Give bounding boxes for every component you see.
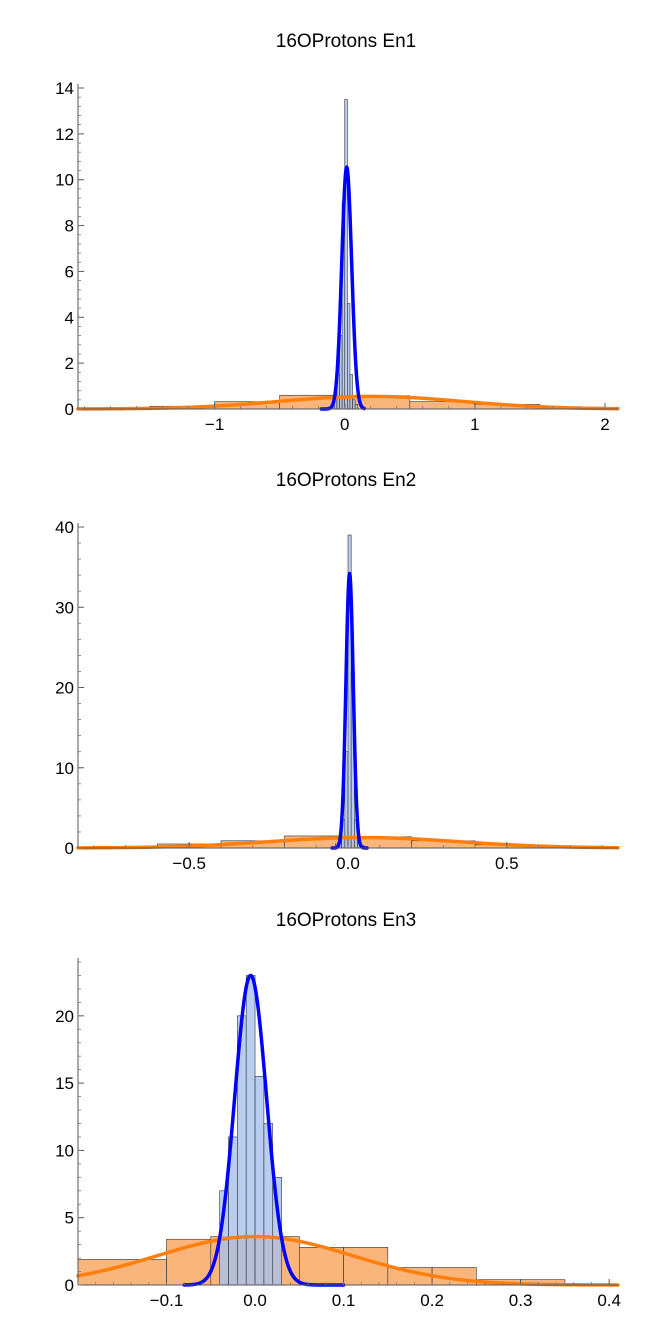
- y-tick-label-3-4: 20: [55, 1007, 74, 1026]
- x-tick-label-1-1: 0: [340, 415, 349, 434]
- x-tick-label-3-2: 0.1: [332, 1291, 356, 1310]
- y-tick-label-3-3: 15: [55, 1074, 74, 1093]
- y-tick-label-1-2: 4: [65, 308, 74, 327]
- y-tick-label-2-1: 10: [55, 759, 74, 778]
- y-tick-label-2-3: 30: [55, 598, 74, 617]
- x-tick-label-2-1: 0.0: [336, 854, 360, 873]
- x-tick-label-3-4: 0.3: [509, 1291, 533, 1310]
- histogram-bar-blue-1-9: [354, 404, 359, 410]
- x-tick-label-2-0: −0.5: [172, 854, 206, 873]
- histogram-bar-orange-3-4: [299, 1247, 344, 1286]
- y-tick-label-1-7: 14: [55, 79, 74, 98]
- x-tick-label-3-1: 0.0: [243, 1291, 267, 1310]
- y-tick-label-1-0: 0: [65, 400, 74, 419]
- y-tick-label-1-4: 8: [65, 217, 74, 236]
- density-curve-blue-2: [330, 571, 369, 850]
- y-tick-label-1-6: 12: [55, 125, 74, 144]
- density-curve-orange-3: [76, 1234, 620, 1287]
- y-tick-label-1-5: 10: [55, 171, 74, 190]
- density-curve-orange-1: [76, 394, 620, 411]
- histogram-bar-blue-1-6: [347, 303, 351, 410]
- y-tick-label-1-1: 2: [65, 354, 74, 373]
- y-tick-label-3-1: 5: [65, 1209, 74, 1228]
- chart-en2: 16OProtons En2 0 10 20 30 40 −0.5 0.0 0.5: [55, 470, 620, 873]
- chart-title-en3: 16OProtons En3: [276, 910, 416, 931]
- histogram-bar-orange-3-5: [343, 1247, 389, 1286]
- chart-title-en2: 16OProtons En2: [276, 470, 416, 491]
- y-tick-label-3-2: 10: [55, 1141, 74, 1160]
- histogram-bar-blue-1-5: [344, 99, 348, 410]
- x-tick-label-3-3: 0.2: [420, 1291, 444, 1310]
- y-tick-label-3-0: 0: [65, 1276, 74, 1295]
- y-tick-label-2-0: 0: [65, 839, 74, 858]
- chart-title-en1: 16OProtons En1: [276, 31, 416, 52]
- density-curve-orange-2: [76, 835, 620, 850]
- x-tick-label-3-0: −0.1: [150, 1291, 184, 1310]
- x-tick-label-3-5: 0.4: [597, 1291, 621, 1310]
- y-tick-label-2-2: 20: [55, 679, 74, 698]
- histogram-bar-blue-3-4: [254, 1076, 265, 1286]
- x-tick-label-1-0: −1: [205, 415, 224, 434]
- histogram-bar-blue-1-7: [349, 374, 353, 410]
- x-tick-label-1-3: 2: [600, 415, 609, 434]
- histogram-bar-blue-3-3: [245, 975, 256, 1286]
- x-tick-label-1-2: 1: [470, 415, 479, 434]
- histogram-bar-blue-1-8: [352, 399, 356, 410]
- chart-en3: 16OProtons En3 0 5 10 15 20 −0.1 0.0 0.1 0.2 0.3 0…: [55, 910, 621, 1310]
- y-tick-label-1-3: 6: [65, 262, 74, 281]
- y-tick-label-2-4: 40: [55, 518, 74, 537]
- x-tick-label-2-2: 0.5: [495, 854, 519, 873]
